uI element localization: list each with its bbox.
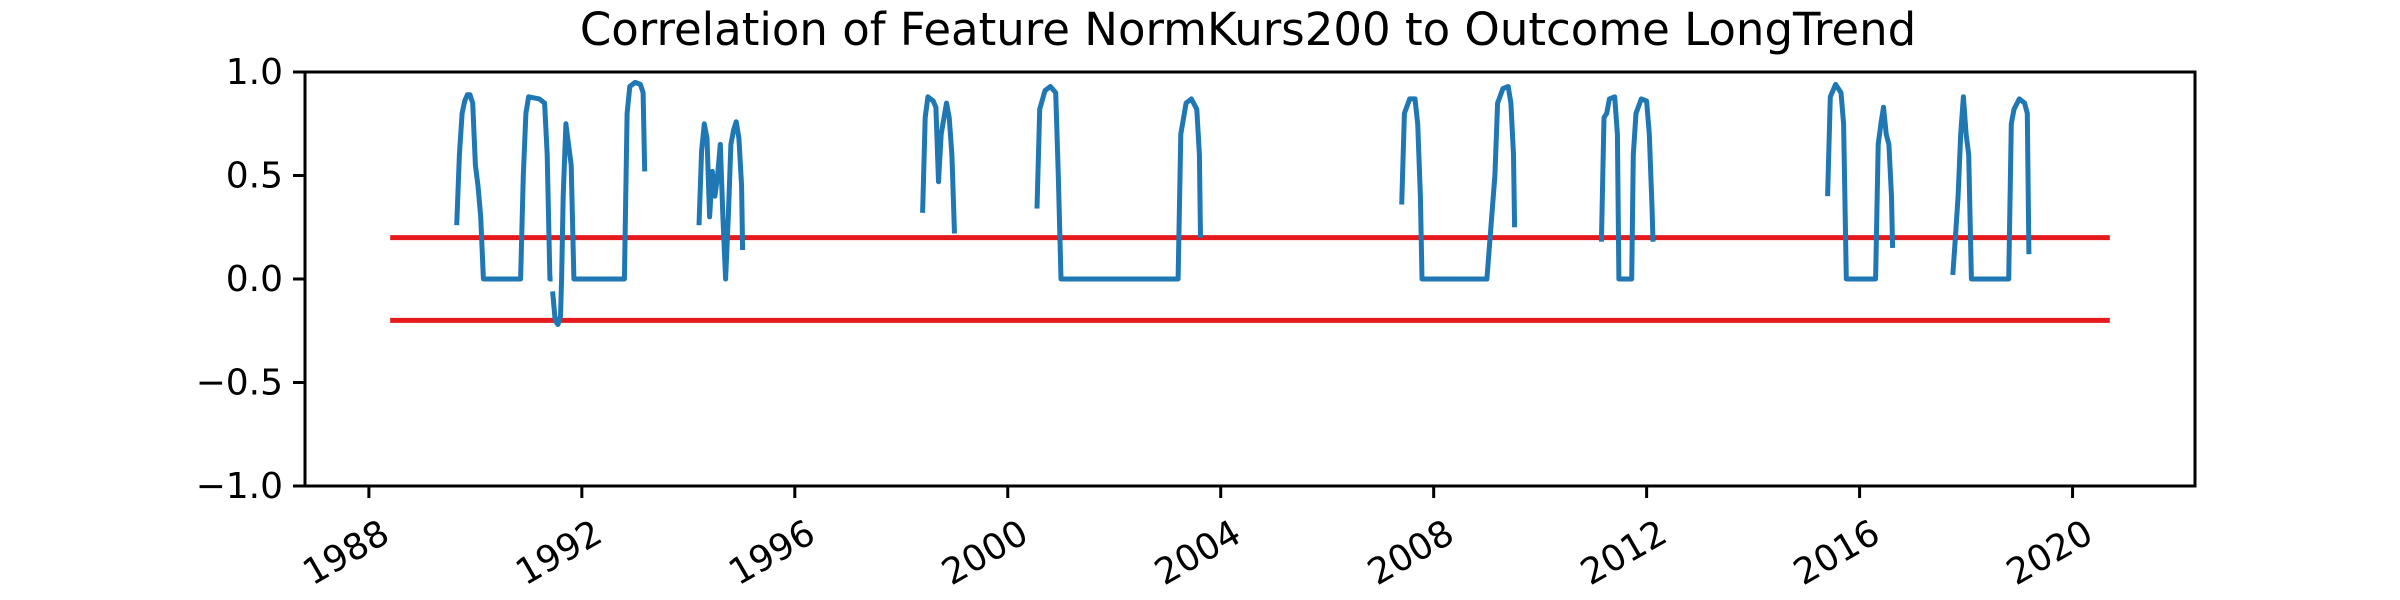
series-line-segment-1 <box>454 92 553 282</box>
x-tick-label: 2008 <box>1361 512 1461 593</box>
y-tick-label: 0.0 <box>226 259 283 300</box>
x-tick-label: 2000 <box>935 512 1035 593</box>
y-tick-label: 0.5 <box>226 156 283 197</box>
series-line-segment-9 <box>1950 94 2032 282</box>
x-tick-label: 1992 <box>509 512 609 593</box>
x-tick-label: 1996 <box>722 512 822 593</box>
series-line-segment-5 <box>1034 84 1203 282</box>
chart-title: Correlation of Feature NormKurs200 to Ou… <box>580 3 1916 56</box>
series-line-segment-4 <box>920 94 957 234</box>
series-line-segment-8 <box>1825 81 1896 282</box>
x-tick-label: 2012 <box>1574 512 1674 593</box>
y-tick-label: −1.0 <box>196 466 283 507</box>
x-tick-label: 2016 <box>1787 512 1887 593</box>
series-line-segment-6 <box>1399 84 1518 282</box>
x-tick-label: 1988 <box>296 512 396 593</box>
series-line-segment-3 <box>696 119 746 282</box>
series-line-segment-7 <box>1598 94 1656 282</box>
x-tick-label: 2004 <box>1148 512 1248 593</box>
y-tick-label: −0.5 <box>196 363 283 404</box>
y-tick-label: 1.0 <box>226 52 283 93</box>
series-line-segment-2 <box>550 79 648 327</box>
plot-area <box>390 79 2110 327</box>
x-tick-label: 2020 <box>2000 512 2100 593</box>
